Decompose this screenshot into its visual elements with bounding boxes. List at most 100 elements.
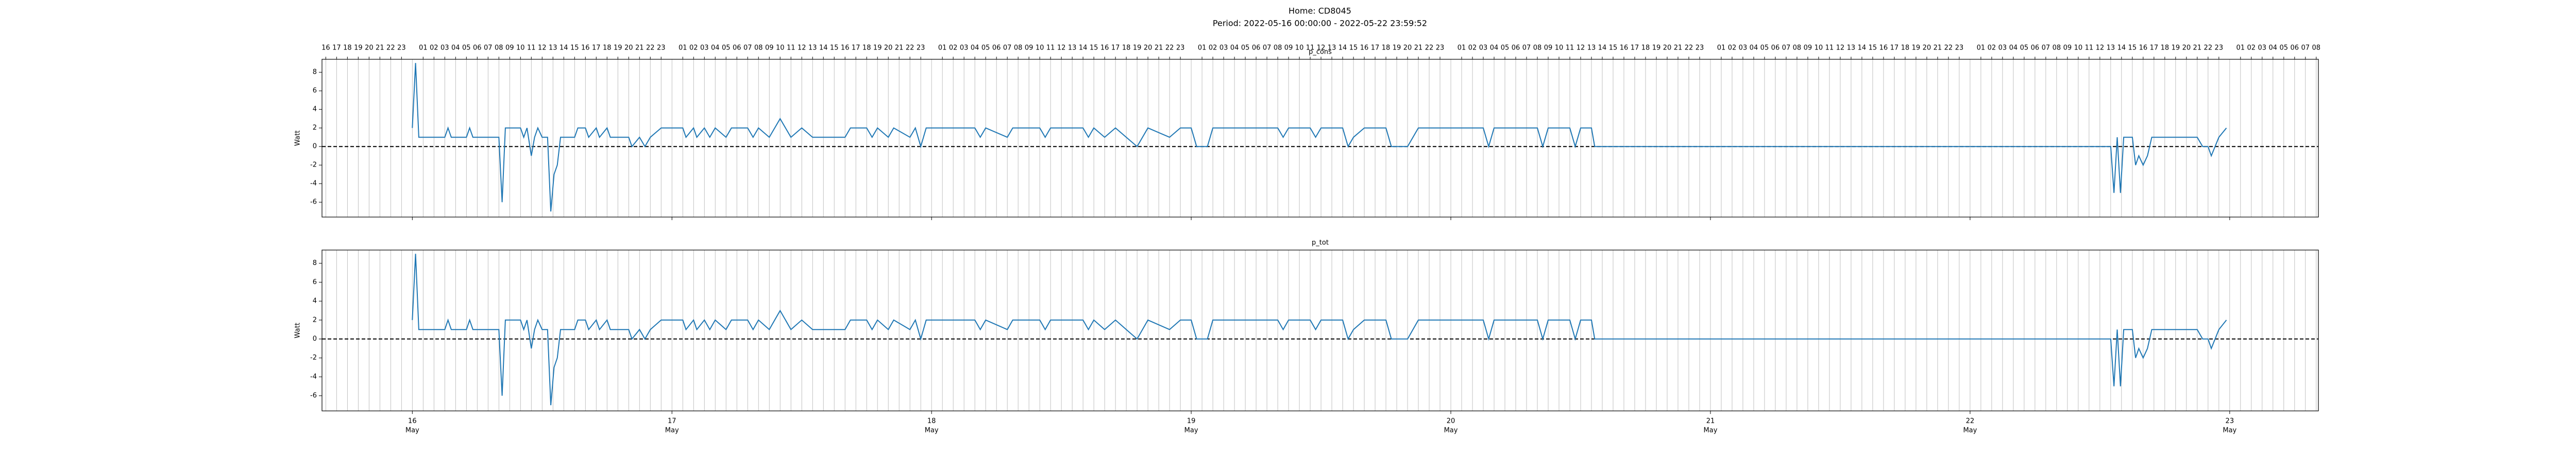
figure-title: Home: CD8045 bbox=[1289, 6, 1351, 16]
x2-tick-label: 18 bbox=[862, 44, 871, 52]
x2-tick-label: 06 bbox=[1512, 44, 1520, 52]
x2-tick-label: 08 bbox=[2053, 44, 2061, 52]
x2-tick-label: 05 bbox=[1241, 44, 1250, 52]
axes-frame bbox=[321, 250, 2319, 411]
x2-tick-label: 17 bbox=[1631, 44, 1639, 52]
x2-tick-label: 03 bbox=[700, 44, 709, 52]
x2-tick-label: 04 bbox=[711, 44, 720, 52]
x2-tick-label: 18 bbox=[1641, 44, 1650, 52]
x2-tick-label: 08 bbox=[754, 44, 763, 52]
x2-tick-label: 20 bbox=[884, 44, 893, 52]
x2-tick-label: 04 bbox=[2009, 44, 2018, 52]
x2-tick-label: 23 bbox=[657, 44, 666, 52]
x2-tick-label: 14 bbox=[1338, 44, 1347, 52]
x2-tick-label: 19 bbox=[1652, 44, 1661, 52]
x2-tick-label: 23 bbox=[1176, 44, 1185, 52]
x2-tick-label: 20 bbox=[1923, 44, 1931, 52]
y-tick-label: 6 bbox=[313, 278, 317, 286]
x2-tick-label: 16 bbox=[841, 44, 850, 52]
x2-tick-label: 01 bbox=[1458, 44, 1466, 52]
x2-tick-label: 18 bbox=[603, 44, 612, 52]
x-tick-sublabel: May bbox=[1963, 427, 1977, 435]
axes-frame bbox=[321, 59, 2319, 218]
x2-tick-label: 11 bbox=[527, 44, 536, 52]
x2-tick-label: 09 bbox=[1025, 44, 1033, 52]
y-tick-label: 2 bbox=[313, 124, 317, 132]
x2-tick-label: 06 bbox=[733, 44, 741, 52]
x2-tick-label: 19 bbox=[1912, 44, 1921, 52]
x2-tick-label: 11 bbox=[1566, 44, 1574, 52]
x2-tick-label: 20 bbox=[2182, 44, 2191, 52]
x-tick-sublabel: May bbox=[1704, 427, 1718, 435]
x2-tick-label: 09 bbox=[2063, 44, 2072, 52]
x2-tick-label: 01 bbox=[1977, 44, 1986, 52]
x2-tick-label: 15 bbox=[1609, 44, 1618, 52]
x2-tick-label: 03 bbox=[960, 44, 969, 52]
x2-tick-label: 15 bbox=[1869, 44, 1877, 52]
x2-tick-label: 23 bbox=[1696, 44, 1704, 52]
x2-tick-label: 20 bbox=[1144, 44, 1153, 52]
y-tick-label: -2 bbox=[310, 354, 317, 362]
x2-tick-label: 15 bbox=[830, 44, 839, 52]
x2-tick-label: 08 bbox=[495, 44, 503, 52]
y-tick-label: 0 bbox=[313, 143, 317, 151]
y-tick-label: -2 bbox=[310, 161, 317, 169]
x-tick-sublabel: May bbox=[1444, 427, 1458, 435]
x-tick-sublabel: May bbox=[405, 427, 419, 435]
y-tick-label: 8 bbox=[313, 259, 317, 267]
x2-tick-label: 01 bbox=[679, 44, 687, 52]
x2-tick-label: 08 bbox=[1274, 44, 1282, 52]
x2-tick-label: 16 bbox=[1620, 44, 1629, 52]
x2-tick-label: 08 bbox=[1014, 44, 1023, 52]
x2-tick-label: 20 bbox=[1403, 44, 1412, 52]
x2-tick-label: 18 bbox=[343, 44, 352, 52]
x2-tick-label: 23 bbox=[917, 44, 925, 52]
chart-title: p_cons bbox=[1309, 48, 1332, 56]
x2-tick-label: 09 bbox=[1804, 44, 1812, 52]
x2-tick-label: 17 bbox=[852, 44, 860, 52]
y-tick-label: -6 bbox=[310, 198, 317, 206]
x2-tick-label: 12 bbox=[1836, 44, 1845, 52]
x2-tick-label: 02 bbox=[949, 44, 958, 52]
x-tick-label: 18 bbox=[927, 418, 936, 425]
y-tick-label: -4 bbox=[310, 180, 317, 188]
x2-tick-label: 12 bbox=[538, 44, 547, 52]
x-tick-label: 19 bbox=[1187, 418, 1196, 425]
x2-tick-label: 17 bbox=[1371, 44, 1380, 52]
x2-tick-label: 15 bbox=[1349, 44, 1358, 52]
x2-tick-label: 06 bbox=[1771, 44, 1780, 52]
x-tick-label: 22 bbox=[1966, 418, 1975, 425]
y-axis-label: Watt bbox=[294, 323, 302, 338]
x2-tick-label: 06 bbox=[2291, 44, 2299, 52]
x2-tick-label: 22 bbox=[1425, 44, 1434, 52]
x2-tick-label: 16 bbox=[1879, 44, 1888, 52]
x-tick-label: 16 bbox=[408, 418, 417, 425]
x2-tick-label: 12 bbox=[1057, 44, 1066, 52]
x2-tick-label: 08 bbox=[1533, 44, 1542, 52]
x2-tick-label: 19 bbox=[354, 44, 363, 52]
x2-tick-label: 12 bbox=[1577, 44, 1585, 52]
x2-tick-label: 13 bbox=[2107, 44, 2115, 52]
data-line bbox=[412, 63, 2227, 212]
x2-tick-label: 02 bbox=[1988, 44, 1996, 52]
x2-tick-label: 14 bbox=[1858, 44, 1867, 52]
x2-tick-label: 04 bbox=[1750, 44, 1758, 52]
x2-tick-label: 13 bbox=[549, 44, 557, 52]
x2-tick-label: 14 bbox=[2117, 44, 2126, 52]
x2-tick-label: 07 bbox=[484, 44, 493, 52]
x2-tick-label: 01 bbox=[1198, 44, 1207, 52]
x2-tick-label: 02 bbox=[2247, 44, 2256, 52]
x2-tick-label: 19 bbox=[2172, 44, 2180, 52]
x2-tick-label: 23 bbox=[1955, 44, 1964, 52]
x2-tick-label: 12 bbox=[1317, 44, 1326, 52]
x2-tick-label: 21 bbox=[1674, 44, 1683, 52]
x-tick-label: 17 bbox=[668, 418, 676, 425]
x2-tick-label: 02 bbox=[689, 44, 698, 52]
x2-tick-label: 04 bbox=[2269, 44, 2278, 52]
x2-tick-label: 07 bbox=[1263, 44, 1272, 52]
x2-tick-label: 01 bbox=[938, 44, 947, 52]
x2-tick-label: 13 bbox=[808, 44, 817, 52]
y-tick-label: 8 bbox=[313, 69, 317, 76]
chart-title: p_tot bbox=[1312, 239, 1329, 247]
x2-tick-label: 03 bbox=[1219, 44, 1228, 52]
